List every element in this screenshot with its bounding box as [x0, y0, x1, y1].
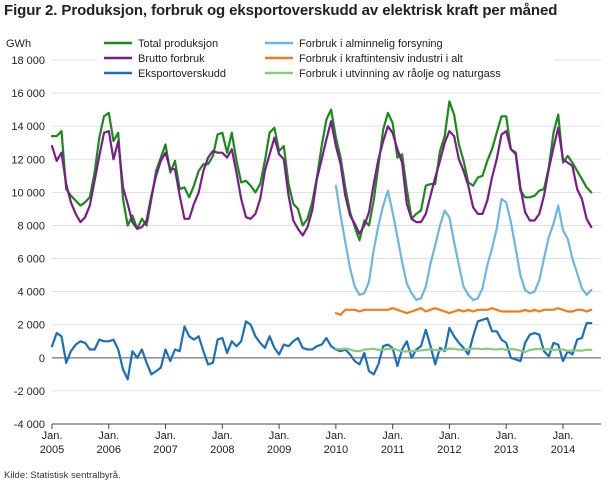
y-tick-label: 10 000	[11, 187, 45, 199]
x-tick-label-month: Jan.	[155, 430, 176, 442]
series-utvinning-raolje-naturgass	[334, 347, 593, 354]
x-tick-label-year: 2014	[551, 444, 575, 456]
y-tick-label: 4 000	[17, 287, 45, 299]
x-tick-label-month: Jan.	[439, 430, 460, 442]
series-eksportoverskudd	[50, 317, 593, 381]
x-tick-label-year: 2011	[381, 444, 405, 456]
legend-kraftintensiv-industri-label: Forbruk i kraftintensiv industri i alt	[299, 53, 463, 65]
y-tick-label: 6 000	[17, 254, 45, 266]
y-tick-label: 18 000	[11, 55, 45, 67]
x-tick-label-year: 2009	[267, 444, 291, 456]
x-tick-label-month: Jan.	[325, 430, 346, 442]
y-tick-label: 14 000	[11, 121, 45, 133]
x-tick-label-month: Jan.	[98, 430, 119, 442]
x-tick-label-month: Jan.	[382, 430, 403, 442]
legend-utvinning-raolje-naturgass-label: Forbruk i utvinning av råolje og naturga…	[299, 68, 501, 80]
x-tick-label-year: 2008	[210, 444, 234, 456]
y-tick-label: 12 000	[11, 154, 45, 166]
legend-alminnelig-forsyning-label: Forbruk i alminnelig forsyning	[299, 38, 443, 50]
x-tick-label-year: 2007	[153, 444, 177, 456]
x-tick-label-year: 2013	[494, 444, 518, 456]
legend-total-produksjon-label: Total produksjon	[138, 38, 218, 50]
legend-background	[98, 37, 554, 85]
x-tick-label-month: Jan.	[269, 430, 290, 442]
x-tick-label-month: Jan.	[553, 430, 574, 442]
x-tick-label-year: 2010	[324, 444, 348, 456]
y-tick-label: 8 000	[17, 220, 45, 232]
y-tick-label: 0	[39, 353, 45, 365]
y-tick-label: -2 000	[14, 386, 45, 398]
x-tick-label-month: Jan.	[496, 430, 517, 442]
x-tick-label-year: 2005	[40, 444, 64, 456]
x-tick-label-month: Jan.	[212, 430, 233, 442]
series-total-produksjon	[50, 100, 593, 242]
y-tick-label: 16 000	[11, 88, 45, 100]
legend-brutto-forbruk-label: Brutto forbruk	[138, 53, 205, 65]
series-alminnelig-forsyning	[334, 184, 593, 301]
x-tick-label-year: 2012	[437, 444, 461, 456]
series-kraftintensiv-industri	[334, 307, 593, 316]
y-tick-label: 2 000	[17, 320, 45, 332]
source-note: Kilde: Statistisk sentralbyrå.	[4, 470, 121, 481]
x-tick-label-year: 2006	[97, 444, 121, 456]
y-tick-label: -4 000	[14, 419, 45, 431]
chart-title: Figur 2. Produksjon, forbruk og eksporto…	[4, 2, 558, 19]
y-axis-unit-label: GWh	[6, 38, 32, 50]
series-brutto-forbruk	[50, 120, 593, 237]
x-tick-label-month: Jan.	[42, 430, 63, 442]
legend-eksportoverskudd-label: Eksportoverskudd	[138, 68, 226, 80]
